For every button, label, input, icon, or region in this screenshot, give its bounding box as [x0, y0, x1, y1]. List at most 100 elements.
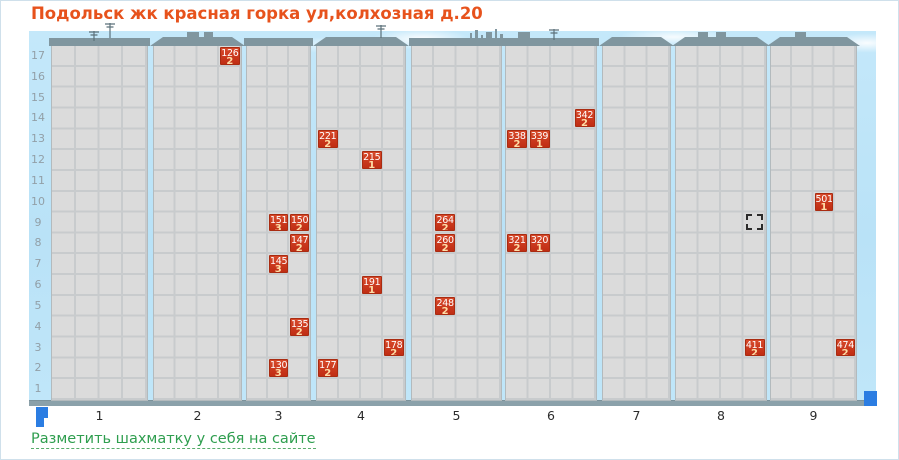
apartment-number: 260 — [436, 235, 455, 247]
floor-label: 2 — [34, 361, 42, 375]
apartment-number: 147 — [291, 235, 309, 247]
apartment-number: 342 — [575, 110, 594, 122]
apartment-cell[interactable]: 320 1 — [529, 234, 550, 253]
apartment-cell[interactable]: 411 2 — [744, 338, 765, 357]
apartment-cell[interactable]: 321 2 — [507, 234, 527, 253]
antenna-icon — [102, 21, 118, 42]
apartment-rooms: 1 — [368, 285, 376, 294]
floor-label: 4 — [34, 319, 42, 333]
section-number-label: 4 — [357, 408, 365, 423]
apartment-rooms: 2 — [295, 243, 303, 253]
apartment-cell[interactable]: 260 2 — [435, 234, 455, 253]
section-number-label: 1 — [95, 408, 104, 423]
building-section — [154, 46, 241, 400]
apartment-number: 221 — [319, 131, 337, 143]
section-number-label: 5 — [452, 408, 461, 423]
apartment-rooms: 1 — [820, 201, 828, 211]
apartment-number: 151 — [270, 214, 288, 226]
apartment-rooms: 2 — [226, 56, 234, 65]
floor-label: 14 — [31, 111, 45, 125]
apartment-cell[interactable]: 150 2 — [290, 213, 309, 232]
apartment-cell[interactable]: 248 2 — [435, 296, 455, 315]
floor-label: 17 — [31, 49, 45, 62]
apartment-cell[interactable]: 126 2 — [220, 47, 240, 65]
floor-label: 12 — [31, 153, 45, 167]
section-number-label: 8 — [717, 408, 725, 423]
section-number-label: 6 — [547, 408, 555, 423]
apartment-cell[interactable]: 147 2 — [290, 234, 309, 253]
apartment-number: 177 — [319, 360, 337, 372]
apartment-number: 145 — [270, 256, 288, 268]
apartment-number: 178 — [385, 339, 403, 351]
roof-vent-icon — [795, 32, 806, 38]
apartment-cell[interactable]: 178 2 — [384, 338, 404, 357]
apartment-number: 474 — [836, 339, 854, 351]
apartment-cell[interactable]: 474 2 — [835, 338, 855, 357]
right-edge-marker — [864, 391, 877, 406]
apartment-cell[interactable]: 264 2 — [435, 213, 455, 232]
floor-label: 11 — [31, 173, 45, 187]
apartment-cell[interactable]: 151 3 — [269, 213, 288, 232]
apartment-cell[interactable]: 221 2 — [318, 130, 338, 149]
apartment-number: 320 — [530, 235, 549, 247]
apartment-number: 339 — [530, 131, 549, 143]
apartment-cell[interactable]: 501 1 — [814, 192, 834, 211]
apartment-rooms: 2 — [581, 118, 588, 128]
apartment-rooms: 2 — [441, 305, 449, 315]
apartment-number: 321 — [508, 235, 526, 247]
apartment-cell[interactable]: 191 1 — [362, 276, 382, 294]
apartment-cell[interactable]: 130 3 — [269, 359, 288, 378]
building-roof — [150, 37, 245, 46]
section-number-label: 9 — [809, 408, 818, 423]
section-number-label: 3 — [274, 408, 283, 423]
building-section — [603, 46, 670, 400]
roof-vent-icon — [204, 32, 213, 38]
apartment-number: 248 — [436, 297, 455, 309]
left-edge-marker — [36, 418, 44, 427]
apartment-number: 411 — [745, 339, 764, 351]
roof-vent-icon — [698, 32, 708, 38]
embed-link[interactable]: Разметить шахматку у себя на сайте — [31, 431, 316, 449]
apartment-cell[interactable]: 215 1 — [362, 151, 382, 169]
apartment-rooms: 2 — [390, 347, 398, 357]
apartment-rooms: 2 — [513, 139, 521, 149]
apartment-cell[interactable]: 145 3 — [269, 255, 288, 274]
apartment-cell[interactable]: 135 2 — [290, 317, 309, 336]
antenna-icon — [546, 25, 562, 44]
building-roof — [244, 38, 313, 46]
apartment-cell[interactable]: 338 2 — [507, 130, 527, 149]
apartment-number: 191 — [363, 277, 381, 289]
apartment-cell[interactable]: 177 2 — [318, 359, 338, 378]
apartment-rooms: 2 — [441, 243, 449, 253]
apartment-rooms: 2 — [295, 222, 303, 232]
antenna-icon — [373, 23, 389, 42]
apartment-cell[interactable]: 339 1 — [529, 130, 550, 149]
building-roof — [672, 37, 770, 46]
building-roof — [767, 37, 860, 46]
building-roof — [49, 38, 150, 46]
apartment-rooms: 3 — [274, 264, 282, 274]
selected-cell-outline[interactable] — [745, 214, 763, 230]
apartment-rooms: 1 — [536, 243, 543, 253]
building-roof — [503, 38, 599, 46]
apartment-cell[interactable]: 342 2 — [574, 109, 595, 128]
floor-label: 6 — [34, 278, 42, 292]
ground-bar — [29, 400, 876, 406]
apartment-number: 126 — [221, 48, 239, 59]
building-section — [52, 46, 147, 400]
antenna-icon — [86, 26, 102, 45]
apartment-number: 338 — [508, 131, 526, 143]
page-title: Подольск жк красная горка ул,колхозная д… — [31, 4, 483, 23]
floor-label: 5 — [34, 298, 42, 312]
apartment-number: 130 — [270, 360, 288, 372]
building-roof — [599, 37, 674, 46]
floor-label: 15 — [31, 90, 45, 104]
building-section — [771, 46, 856, 400]
roof-vent-icon — [187, 32, 199, 38]
floor-label: 1 — [34, 382, 42, 396]
section-number-label: 2 — [193, 408, 202, 423]
floor-label: 9 — [34, 215, 42, 229]
roof-pipes-icon — [470, 27, 506, 38]
building-section — [412, 46, 501, 400]
floor-label: 8 — [34, 236, 42, 250]
